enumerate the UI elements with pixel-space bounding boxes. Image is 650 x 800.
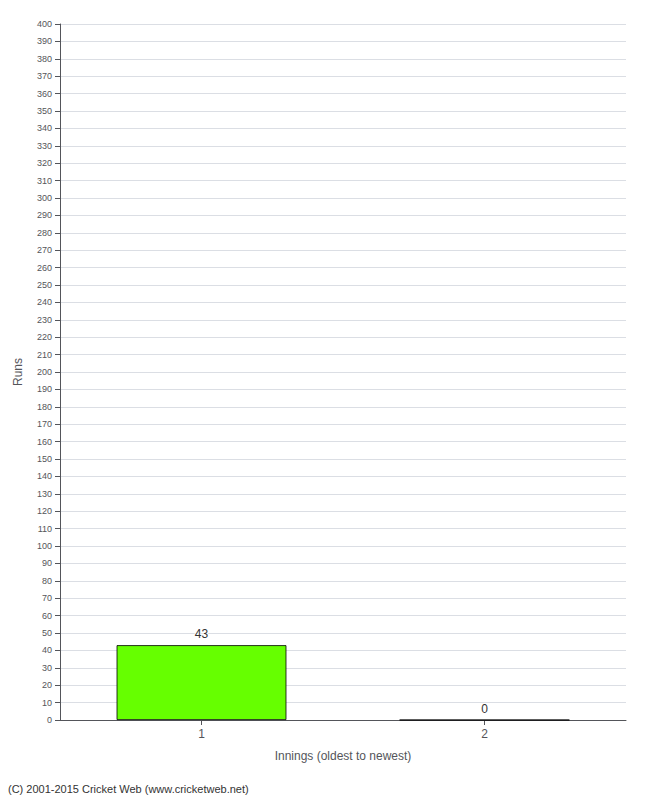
- svg-text:260: 260: [37, 263, 52, 273]
- svg-text:120: 120: [37, 506, 52, 516]
- svg-text:80: 80: [42, 576, 52, 586]
- svg-text:140: 140: [37, 471, 52, 481]
- svg-text:300: 300: [37, 193, 52, 203]
- svg-text:210: 210: [37, 350, 52, 360]
- svg-text:390: 390: [37, 36, 52, 46]
- svg-text:220: 220: [37, 332, 52, 342]
- svg-text:350: 350: [37, 106, 52, 116]
- svg-text:0: 0: [47, 715, 52, 725]
- svg-text:Innings (oldest to newest): Innings (oldest to newest): [275, 749, 412, 763]
- svg-text:270: 270: [37, 245, 52, 255]
- svg-text:160: 160: [37, 437, 52, 447]
- svg-text:370: 370: [37, 71, 52, 81]
- svg-text:380: 380: [37, 54, 52, 64]
- svg-text:1: 1: [198, 727, 205, 741]
- svg-text:2: 2: [481, 727, 488, 741]
- svg-text:150: 150: [37, 454, 52, 464]
- svg-text:90: 90: [42, 558, 52, 568]
- svg-text:320: 320: [37, 158, 52, 168]
- svg-text:0: 0: [481, 702, 488, 716]
- svg-text:60: 60: [42, 611, 52, 621]
- svg-text:40: 40: [42, 645, 52, 655]
- svg-text:43: 43: [195, 627, 209, 641]
- svg-text:100: 100: [37, 541, 52, 551]
- svg-text:290: 290: [37, 210, 52, 220]
- svg-text:330: 330: [37, 141, 52, 151]
- svg-text:10: 10: [42, 698, 52, 708]
- svg-text:110: 110: [38, 524, 52, 534]
- svg-text:(C) 2001-2015 Cricket Web (www: (C) 2001-2015 Cricket Web (www.cricketwe…: [8, 783, 249, 795]
- svg-text:30: 30: [42, 663, 52, 673]
- svg-text:130: 130: [37, 489, 52, 499]
- svg-text:Runs: Runs: [11, 358, 25, 386]
- svg-text:180: 180: [37, 402, 52, 412]
- svg-text:50: 50: [42, 628, 52, 638]
- svg-text:170: 170: [37, 419, 52, 429]
- svg-text:280: 280: [37, 228, 52, 238]
- svg-text:230: 230: [37, 315, 52, 325]
- svg-text:340: 340: [37, 123, 52, 133]
- svg-text:70: 70: [42, 593, 52, 603]
- svg-text:190: 190: [37, 384, 52, 394]
- svg-text:240: 240: [37, 297, 52, 307]
- svg-text:250: 250: [37, 280, 52, 290]
- svg-text:310: 310: [37, 176, 52, 186]
- svg-text:20: 20: [42, 680, 52, 690]
- svg-text:360: 360: [37, 89, 52, 99]
- svg-text:400: 400: [37, 19, 52, 29]
- svg-text:200: 200: [37, 367, 52, 377]
